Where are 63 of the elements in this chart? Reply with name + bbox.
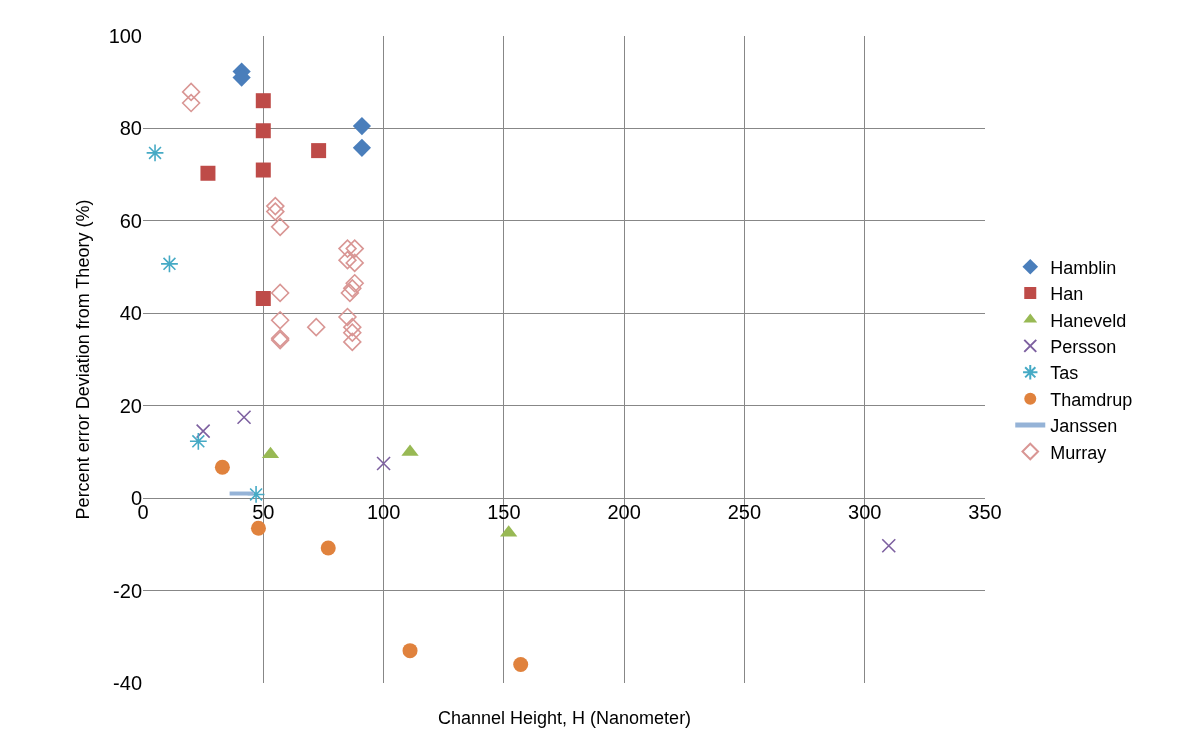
x-axis-title: Channel Height, H (Nanometer) xyxy=(438,708,692,728)
point xyxy=(236,409,252,425)
x-tick-label: 100 xyxy=(366,501,401,524)
point xyxy=(266,196,285,216)
x-tick-label: 350 xyxy=(968,501,1002,524)
point xyxy=(250,520,266,536)
y-tick-label: 20 xyxy=(119,394,142,417)
point xyxy=(343,317,362,337)
point xyxy=(340,283,360,303)
point xyxy=(255,93,271,109)
point xyxy=(270,283,290,303)
point xyxy=(270,310,290,330)
y-tick-label: 40 xyxy=(119,302,142,325)
legend-label: Thamdrup xyxy=(1050,389,1133,410)
point xyxy=(376,456,391,471)
x-tick-label: 150 xyxy=(487,501,521,524)
point xyxy=(338,239,357,258)
point xyxy=(338,307,357,327)
legend-label: Han xyxy=(1050,284,1084,305)
point xyxy=(189,432,208,451)
y-tick-label: 60 xyxy=(119,209,142,232)
point xyxy=(270,217,290,237)
point xyxy=(343,279,362,298)
point xyxy=(200,165,216,181)
legend-label: Janssen xyxy=(1050,416,1118,437)
point xyxy=(181,82,201,102)
point xyxy=(338,250,357,270)
point xyxy=(345,239,364,258)
point xyxy=(513,657,529,672)
y-tick-label: -20 xyxy=(113,579,142,602)
legend-label: Haneveld xyxy=(1050,310,1127,331)
point xyxy=(214,459,230,475)
x-tick-label: 250 xyxy=(727,501,762,524)
point xyxy=(881,538,897,554)
legend-label: Persson xyxy=(1050,336,1117,357)
point xyxy=(306,317,326,337)
y-tick-label: 80 xyxy=(119,117,142,140)
point xyxy=(402,643,418,659)
legend-label: Tas xyxy=(1050,363,1079,384)
point xyxy=(352,117,372,136)
x-tick-label: 50 xyxy=(252,501,275,524)
y-tick-label: -40 xyxy=(113,672,142,694)
point xyxy=(343,332,362,352)
point xyxy=(320,540,336,556)
point xyxy=(345,253,364,273)
point xyxy=(345,274,364,293)
point xyxy=(266,202,285,221)
point xyxy=(343,323,362,342)
point xyxy=(145,143,165,163)
point xyxy=(352,138,372,157)
point xyxy=(255,123,271,139)
legend-label: Hamblin xyxy=(1050,257,1117,278)
point xyxy=(195,423,211,439)
legend-label: Murray xyxy=(1050,442,1107,463)
point xyxy=(160,254,179,274)
x-tick-label: 200 xyxy=(607,501,641,524)
point xyxy=(181,93,201,113)
x-tick-label: 300 xyxy=(848,501,882,524)
point xyxy=(255,291,271,306)
y-tick-label: 100 xyxy=(108,25,142,47)
y-axis-title: Percent error Deviation from Theory (%) xyxy=(72,199,93,520)
point xyxy=(255,162,271,178)
point xyxy=(311,143,327,159)
